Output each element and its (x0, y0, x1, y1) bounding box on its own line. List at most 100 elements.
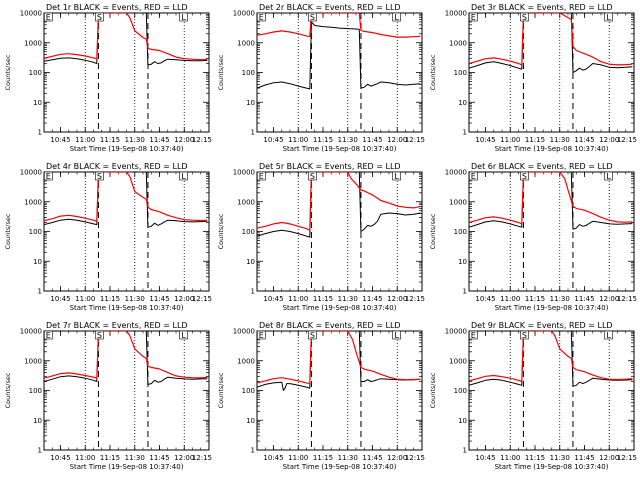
x-tick-label: 11:00 (288, 136, 308, 144)
y-axis-label: Counts/sec (217, 54, 225, 90)
y-axis-label: Counts/sec (4, 372, 12, 408)
flag-label: E (471, 13, 476, 22)
x-tick-label: 12:15 (617, 454, 637, 462)
flag-label: S (310, 331, 315, 340)
x-tick-label: 11:00 (288, 295, 308, 303)
y-tick-label: 1000 (237, 39, 255, 47)
flag-box (468, 330, 478, 340)
x-tick-label: 11:30 (338, 454, 358, 462)
y-tick-label: 100 (454, 228, 467, 236)
x-tick-label: 12:00 (174, 454, 194, 462)
flag-box (43, 171, 53, 181)
lld-series-line (257, 172, 421, 231)
y-tick-label: 100 (242, 387, 255, 395)
lld-series-line (44, 13, 208, 61)
flag-label: L (181, 172, 186, 181)
flag-label: E (46, 172, 51, 181)
x-tick-label: 11:15 (313, 295, 333, 303)
x-tick-label: 11:15 (100, 454, 120, 462)
flag-box (468, 171, 478, 181)
flag-box (95, 12, 104, 22)
x-tick-label: 11:00 (500, 136, 520, 144)
plot-frame (468, 330, 635, 451)
series-group (469, 331, 633, 387)
events-series-line (44, 13, 208, 66)
x-axis-label: Start Time (19-Sep-08 10:37:40) (283, 304, 397, 312)
series-group (257, 331, 421, 391)
panel-title: Det 3r BLACK = Events, RED = LLD (471, 3, 613, 12)
y-tick-label: 1000 (24, 357, 42, 365)
panel-title: Det 2r BLACK = Events, RED = LLD (259, 3, 401, 12)
plot-frame (43, 171, 210, 292)
flag-box (392, 171, 401, 181)
x-tick-label: 11:45 (149, 136, 169, 144)
x-tick-label: 12:15 (617, 295, 637, 303)
x-tick-label: 11:30 (338, 295, 358, 303)
series-group (44, 172, 208, 228)
y-tick-label: 100 (454, 69, 467, 77)
x-tick-label: 10:45 (475, 136, 495, 144)
flag-box (43, 330, 53, 340)
flag-box (43, 12, 53, 22)
y-tick-label: 10 (246, 417, 255, 425)
x-tick-label: 12:15 (405, 295, 425, 303)
y-tick-label: 10000 (20, 169, 42, 177)
y-tick-label: 10000 (20, 10, 42, 18)
events-series-line (257, 331, 421, 391)
x-tick-label: 12:00 (174, 295, 194, 303)
panel-3: Det 3r BLACK = Events, RED = LLD 1 10 100 10… (429, 3, 637, 153)
y-tick-label: 10000 (445, 328, 467, 336)
y-tick-label: 1 (38, 447, 42, 455)
y-axis-label: Counts/sec (4, 213, 12, 249)
x-tick-label: 11:15 (313, 136, 333, 144)
y-tick-label: 100 (242, 69, 255, 77)
x-tick-label: 11:45 (149, 454, 169, 462)
x-tick-label: 11:45 (362, 295, 382, 303)
x-axis-label: Start Time (19-Sep-08 10:37:40) (495, 463, 609, 471)
y-tick-label: 100 (29, 387, 42, 395)
x-tick-label: 11:15 (313, 454, 333, 462)
plot-frame (43, 330, 210, 451)
series-group (44, 13, 208, 66)
x-tick-label: 12:00 (387, 295, 407, 303)
x-tick-label: 12:00 (174, 136, 194, 144)
y-tick-label: 1000 (237, 198, 255, 206)
flag-label: E (471, 331, 476, 340)
plot-frame (468, 171, 635, 292)
x-tick-label: 11:30 (338, 136, 358, 144)
panel-4: Det 4r BLACK = Events, RED = LLD 1 10 100 10… (4, 162, 212, 312)
flag-box (256, 330, 266, 340)
x-tick-label: 11:45 (362, 136, 382, 144)
y-tick-label: 10 (33, 417, 42, 425)
panel-8: Det 8r BLACK = Events, RED = LLD 1 10 100 10… (217, 321, 425, 471)
x-tick-label: 12:00 (599, 136, 619, 144)
y-tick-label: 10000 (20, 328, 42, 336)
x-tick-label: 11:00 (500, 454, 520, 462)
flag-box (604, 12, 613, 22)
flag-box (520, 171, 529, 181)
panel-title: Det 7r BLACK = Events, RED = LLD (46, 321, 188, 330)
y-tick-label: 1000 (24, 198, 42, 206)
flag-label: S (522, 172, 527, 181)
series-group (257, 13, 421, 90)
flag-box (308, 12, 317, 22)
series-group (257, 172, 421, 238)
y-tick-label: 1 (251, 129, 255, 137)
events-series-line (257, 21, 421, 90)
x-axis-label: Start Time (19-Sep-08 10:37:40) (283, 145, 397, 153)
flag-box (520, 12, 529, 22)
y-tick-label: 10 (246, 99, 255, 107)
x-tick-label: 11:45 (149, 295, 169, 303)
x-tick-label: 11:30 (550, 136, 570, 144)
lld-series-line (44, 172, 208, 222)
plot-frame (43, 12, 210, 133)
y-axis-label: Counts/sec (429, 213, 437, 249)
flag-label: S (522, 13, 527, 22)
x-axis-label: Start Time (19-Sep-08 10:37:40) (495, 304, 609, 312)
x-tick-label: 12:15 (405, 454, 425, 462)
y-tick-label: 1000 (24, 39, 42, 47)
y-tick-label: 10 (458, 258, 467, 266)
flag-label: S (522, 331, 527, 340)
y-axis-label: Counts/sec (217, 372, 225, 408)
x-tick-label: 11:30 (550, 454, 570, 462)
